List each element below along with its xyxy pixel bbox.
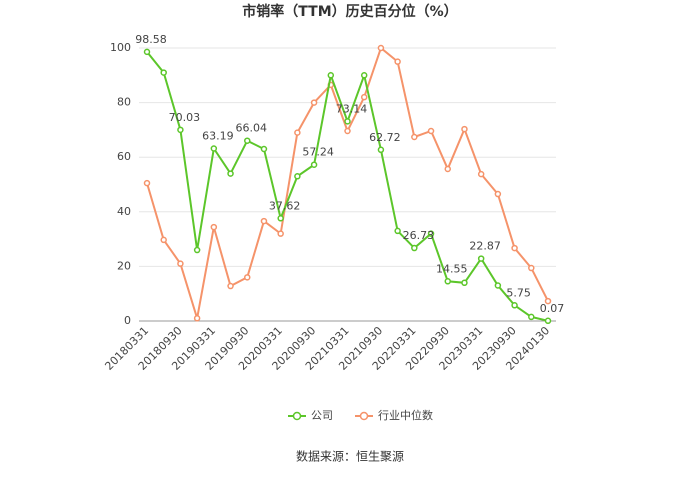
point: [494, 190, 502, 198]
series-line: [146, 51, 549, 322]
point: [227, 170, 234, 177]
point: [244, 137, 251, 144]
point: [143, 179, 151, 187]
point: [477, 255, 485, 262]
point: [310, 99, 318, 106]
point: [411, 244, 418, 252]
chart-title: 市销率（TTM）历史百分位（%）: [242, 3, 457, 20]
y-tick-label: 100: [110, 41, 131, 54]
point: [477, 170, 485, 178]
point: [277, 230, 284, 237]
point: [260, 217, 268, 225]
point: [377, 44, 385, 52]
data-label: 14.55: [436, 262, 468, 275]
point: [394, 58, 401, 65]
point: [344, 118, 351, 125]
data-label: 22.87: [469, 240, 501, 253]
point: [143, 48, 151, 56]
point: [360, 93, 368, 101]
point: [511, 244, 518, 252]
point: [411, 133, 418, 141]
point: [427, 127, 435, 135]
point: [193, 246, 201, 254]
point: [461, 279, 468, 287]
point: [160, 69, 167, 76]
data-label: 26.73: [403, 229, 435, 242]
point: [327, 72, 335, 79]
point: [494, 282, 502, 289]
point: [544, 297, 552, 305]
point: [210, 223, 218, 231]
point: [360, 72, 368, 79]
point: [260, 145, 268, 153]
data-label: 0.07: [540, 302, 565, 315]
y-tick-label: 60: [117, 150, 131, 163]
data-label: 73.14: [336, 102, 368, 115]
legend-marker: [292, 411, 302, 421]
data-label: 37.62: [269, 199, 301, 212]
data-label: 57.24: [302, 146, 334, 159]
point: [277, 215, 284, 222]
data-label: 66.04: [236, 122, 268, 135]
y-tick-label: 40: [117, 205, 131, 218]
point: [177, 126, 184, 134]
point: [528, 313, 535, 321]
point: [244, 274, 251, 281]
point: [528, 264, 535, 272]
point: [511, 302, 518, 309]
point: [310, 161, 318, 168]
point: [427, 230, 435, 237]
point: [193, 315, 201, 322]
point: [227, 282, 234, 290]
legend-marker: [359, 411, 369, 421]
point: [394, 227, 401, 235]
y-tick-label: 20: [117, 259, 131, 272]
point: [444, 278, 451, 285]
point: [177, 260, 184, 267]
data-label: 98.58: [135, 33, 167, 46]
point: [377, 146, 385, 154]
point: [294, 173, 301, 180]
y-tick-label: 0: [124, 314, 131, 327]
y-tick-label: 80: [117, 96, 131, 109]
data-label: 62.72: [369, 131, 401, 144]
source: 数据来源：恒生聚源: [296, 449, 404, 464]
point: [294, 129, 301, 136]
data-label: 63.19: [202, 129, 234, 142]
point: [444, 165, 451, 173]
point: [544, 317, 552, 325]
point: [210, 145, 218, 152]
point: [461, 125, 468, 133]
legend-label: 公司: [311, 409, 333, 422]
point: [344, 127, 351, 135]
data-label: 70.03: [169, 111, 201, 124]
point: [160, 236, 167, 244]
legend-label: 行业中位数: [378, 408, 433, 422]
data-label: 5.75: [506, 286, 531, 299]
